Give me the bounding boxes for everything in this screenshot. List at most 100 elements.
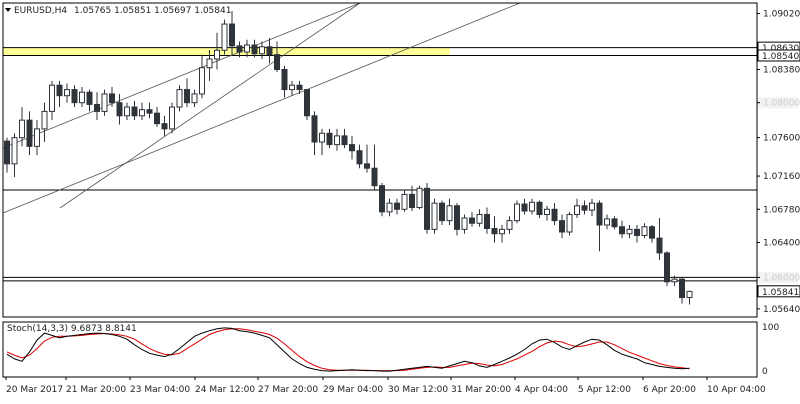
candle-body: [251, 44, 258, 55]
candle-body: [626, 228, 633, 235]
stochastic-label: Stoch(14,3,3) 9.6873 8.8141: [7, 324, 137, 334]
time-tick-label: 27 Mar 20:00: [258, 385, 318, 395]
channel-mid-line: [2, 2, 361, 149]
time-tick-label: 29 Mar 04:00: [323, 385, 383, 395]
candle-body: [139, 109, 145, 117]
candle-body: [461, 217, 468, 230]
candle-body: [416, 187, 423, 209]
candle-body: [154, 112, 160, 125]
candle-body: [124, 106, 130, 117]
price-tick-label: 1.07600: [763, 134, 800, 144]
dim-level-label-box: [758, 271, 798, 283]
candle-body: [604, 218, 610, 226]
stochastic-pane: [6, 327, 690, 372]
candle-body: [469, 217, 475, 224]
candle-body: [326, 132, 333, 146]
candle-body: [566, 214, 573, 233]
time-tick-label: 21 Mar 20:00: [66, 385, 126, 395]
candle-body: [266, 46, 273, 56]
level-price-box-label: 1.08540: [762, 52, 799, 62]
stochastic-main-line: [6, 327, 690, 372]
candle-body: [94, 103, 100, 112]
ohlc-readout: 1.05765 1.05851 1.05697 1.05841: [74, 6, 231, 16]
candle-body: [244, 44, 250, 53]
candle-body: [206, 58, 213, 69]
time-tick-label: 23 Mar 04:00: [130, 385, 190, 395]
candle-body: [341, 135, 348, 146]
candle-body: [476, 214, 483, 224]
candle-body: [334, 135, 340, 146]
candle-body: [671, 278, 678, 283]
candle-body: [446, 205, 453, 222]
candle-body: [101, 93, 108, 112]
candle-body: [281, 68, 288, 91]
candle-body: [401, 193, 408, 210]
candle-body: [394, 202, 400, 210]
time-tick-label: 20 Mar 2017: [6, 385, 63, 395]
level-price-box-label: 1.05841: [762, 288, 799, 298]
candle-body: [619, 226, 625, 235]
candle-body: [176, 89, 183, 108]
candle-body: [146, 109, 153, 114]
candle-body: [41, 110, 48, 130]
candle-body: [221, 23, 228, 51]
candle-body: [311, 115, 318, 143]
stochastic-signal-line: [6, 328, 690, 372]
candle-body: [161, 123, 168, 130]
candle-body: [49, 84, 55, 112]
candle-body: [56, 84, 63, 97]
candle-body: [484, 214, 490, 229]
candle-body: [499, 228, 505, 235]
stochastic-pane-frame: [2, 321, 758, 378]
axes: 1.09020 1.08380 1.08000 1.07600 1.07160 1.067…: [2, 2, 800, 395]
candle-body: [649, 226, 655, 239]
candle-body: [656, 237, 663, 254]
candle-body: [274, 54, 280, 70]
candle-body: [641, 226, 648, 236]
candle-body: [349, 144, 355, 152]
stochastic-max-label: 100: [762, 323, 779, 333]
candle-body: [664, 252, 670, 283]
candle-body: [191, 93, 198, 104]
candle-body: [686, 290, 693, 299]
candle-body: [199, 67, 205, 95]
time-tick-label: 6 Apr 20:00: [643, 385, 696, 395]
candle-body: [514, 203, 520, 222]
candle-body: [551, 208, 558, 222]
channel-lower-line: [2, 2, 521, 214]
candle-body: [86, 91, 93, 105]
candle-body: [71, 89, 78, 104]
price-tick-label: 1.08000: [763, 99, 800, 109]
candle-body: [431, 202, 438, 230]
candle-body: [544, 208, 550, 216]
price-tick-label: 1.07160: [763, 172, 800, 182]
candle-body: [236, 45, 243, 53]
candle-body: [574, 205, 580, 216]
resistance-zone: [3, 47, 450, 56]
candle-body: [4, 140, 10, 165]
symbol-label: EURUSD,H4: [14, 6, 67, 16]
candle-body: [521, 203, 528, 212]
candle-body: [506, 220, 513, 230]
price-tick-label: 1.08380: [763, 65, 800, 75]
candle-body: [581, 205, 588, 211]
candle-body: [409, 193, 415, 209]
candle-body: [304, 89, 310, 117]
price-tick-label: 1.06400: [763, 238, 800, 248]
channel-upper-line: [59, 2, 361, 209]
candle-body: [229, 23, 235, 47]
candle-body: [491, 227, 498, 235]
price-tick-label: 1.05640: [763, 305, 800, 315]
candle-body: [169, 106, 175, 130]
candle-body: [356, 150, 363, 165]
candle-body: [64, 89, 70, 97]
price-tick-label: 1.06780: [763, 205, 800, 215]
candle-body: [109, 93, 115, 104]
candle-body: [596, 202, 603, 226]
candle-body: [364, 163, 370, 169]
dim-level-label-box: [758, 97, 798, 109]
candle-body: [386, 202, 393, 213]
candle-body: [11, 137, 18, 165]
time-tick-label: 4 Apr 04:00: [515, 385, 568, 395]
